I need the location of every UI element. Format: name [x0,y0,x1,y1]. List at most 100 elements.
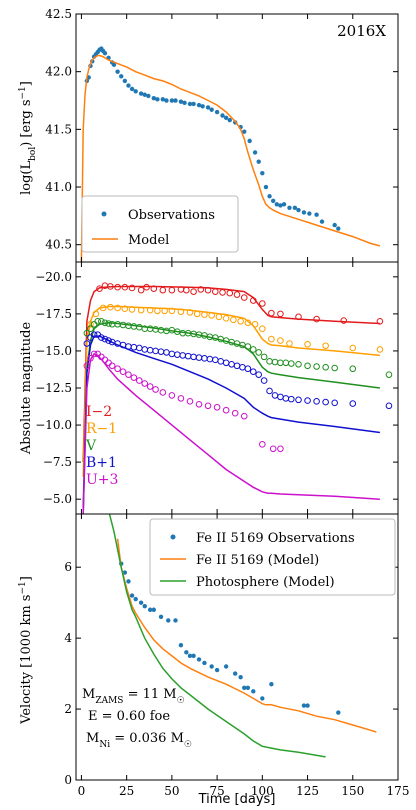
band-observation-point [114,283,121,291]
band-observation-point [105,337,112,344]
data-point [296,207,301,213]
band-observation-point [385,402,393,410]
band-observation-point [222,406,230,414]
band-observation-point [208,312,215,319]
data-point [301,703,307,708]
data-point [336,226,341,231]
data-point [191,653,196,659]
data-point [307,211,312,216]
data-point [178,99,184,104]
data-point [147,607,153,612]
data-point [252,150,258,155]
band-observation-point [87,355,94,362]
band-observation-point [376,317,384,325]
data-point [164,98,169,103]
y-tick-label: −17.5 [35,307,72,321]
band-observation-point [90,350,98,358]
band-observation-point [161,307,168,315]
y-tick-label: −15.0 [35,344,72,358]
legend-label-model: Model [128,233,169,248]
data-point [278,203,283,208]
chart-title: 2016X [337,22,386,40]
band-observation-point [186,309,194,316]
band-observation-point [201,311,208,318]
data-point [129,86,135,92]
band-observation-point [230,316,237,324]
band-observation-point [137,286,145,294]
data-point [274,202,279,207]
data-point [301,210,307,215]
data-point [214,109,220,115]
band-observation-point [376,346,384,353]
y-tick-label: 0 [64,773,72,787]
band-observation-point [197,286,205,293]
data-point [260,170,265,176]
band-observation-point [159,389,167,396]
band-legend-label: I−2 [86,404,112,420]
annotation-line: E = 0.60 foe [88,709,170,724]
band-observation-point [92,310,100,318]
data-point [245,685,251,690]
band-observation-point [83,340,91,347]
band-observation-point [128,306,136,313]
band-observation-point [150,285,158,292]
band-observation-point [295,313,302,321]
legend-label-photosphere: Photosphere (Model) [196,575,335,590]
band-legend-label: V [85,438,97,454]
annotation-line: MZAMS = 11 M☉ [82,687,185,706]
band-observation-point [286,340,293,347]
y-axis-label: Absolute magnitude [19,322,34,456]
data-point [151,96,156,101]
legend-box [149,518,396,596]
data-point [270,198,276,204]
data-point [196,657,202,662]
x-axis-label: Time [days] [198,792,276,807]
y-tick-label: 4 [64,631,72,645]
plot-content [82,282,393,514]
data-point [173,618,178,623]
data-point [247,138,252,144]
x-tick-label: 50 [164,784,179,798]
plot-area [76,262,398,514]
data-point [260,696,265,701]
x-tick-label: 25 [119,784,134,798]
band-observation-point [152,386,159,393]
band-observation-point [244,365,252,373]
band-observation-point [114,304,121,312]
band-observation-point [240,294,248,301]
band-observation-point [98,317,105,325]
band-observation-point [168,286,176,294]
annotation-line: MNi = 0.036 M☉ [86,731,192,750]
data-point [178,643,184,648]
band-observation-point [259,325,266,333]
band-observation-point [137,306,145,314]
band-observation-point [121,305,129,312]
band-observation-point [146,306,154,314]
band-observation-point [83,362,91,370]
band-observation-point [222,315,230,322]
y-tick-label: 41.5 [45,122,72,136]
x-tick-label: 100 [251,784,274,798]
band-observation-point [322,398,329,406]
band-observation-point [98,334,105,341]
band-observation-point [119,368,127,375]
data-point [102,51,108,56]
band-observation-point [219,289,226,296]
x-tick-label: 75 [209,784,224,798]
band-observation-point [183,286,190,294]
band-observation-point [331,399,338,407]
band-observation-point [269,445,277,453]
band-observation-point [190,288,197,295]
band-observation-point [96,285,103,292]
band-observation-point [83,329,91,337]
band-observation-point [108,362,116,370]
band-observation-point [146,383,154,390]
band-legend-label: B+1 [86,455,117,471]
band-observation-point [322,342,329,350]
band-observation-point [313,363,320,370]
y-tick-label: −5.0 [43,492,72,506]
band-observation-point [277,337,284,344]
band-observation-point [99,304,107,312]
data-point [263,184,269,190]
data-point [122,78,128,84]
